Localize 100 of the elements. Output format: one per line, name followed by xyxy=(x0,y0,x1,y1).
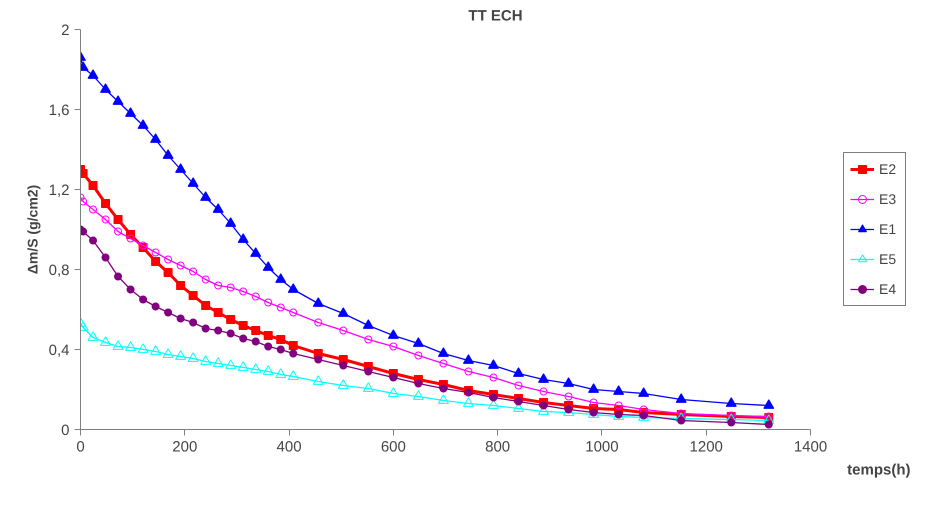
point xyxy=(464,368,472,376)
point xyxy=(613,385,624,395)
point xyxy=(188,352,199,362)
point xyxy=(676,393,687,403)
point xyxy=(540,388,548,396)
x-tick-label: 600 xyxy=(380,438,406,456)
point xyxy=(727,418,736,426)
point xyxy=(288,370,299,380)
point xyxy=(162,348,174,358)
point xyxy=(414,380,422,388)
point xyxy=(176,314,185,322)
point xyxy=(412,337,424,347)
point xyxy=(312,297,324,307)
point xyxy=(362,319,374,329)
point xyxy=(276,346,285,354)
point xyxy=(564,406,573,414)
x-tick-label: 400 xyxy=(276,438,302,456)
point xyxy=(563,377,574,387)
legend-label: E4 xyxy=(879,281,898,297)
point xyxy=(288,283,299,293)
point xyxy=(125,341,136,351)
point xyxy=(138,119,149,129)
point xyxy=(175,163,186,173)
point xyxy=(488,359,499,369)
point xyxy=(764,420,773,428)
point xyxy=(102,254,110,262)
point xyxy=(314,356,322,364)
point xyxy=(238,321,248,330)
point xyxy=(214,308,223,317)
y-tick-label: 1,6 xyxy=(48,102,70,119)
point xyxy=(201,301,210,310)
point xyxy=(139,242,148,250)
x-axis-title: temps(h) xyxy=(847,462,911,478)
point xyxy=(176,281,186,290)
point xyxy=(540,402,548,410)
point xyxy=(676,412,687,422)
point xyxy=(513,367,524,377)
x-tick-label: 200 xyxy=(172,438,198,456)
point xyxy=(80,198,88,206)
legend-label: E2 xyxy=(879,161,898,177)
point xyxy=(112,340,124,350)
point xyxy=(100,83,112,93)
point xyxy=(188,291,198,300)
point xyxy=(212,357,224,367)
point xyxy=(338,379,349,389)
point xyxy=(212,203,224,213)
point xyxy=(514,382,522,390)
point xyxy=(251,326,260,335)
point xyxy=(640,406,648,414)
point xyxy=(339,326,348,334)
point xyxy=(289,308,298,316)
point xyxy=(152,248,160,256)
point xyxy=(312,375,324,385)
point xyxy=(262,261,274,271)
point xyxy=(514,398,522,406)
point xyxy=(588,383,600,393)
y-tick-label: 1,2 xyxy=(48,182,70,199)
point xyxy=(264,342,272,350)
point xyxy=(275,273,286,283)
point xyxy=(289,350,298,358)
point xyxy=(80,228,88,236)
point xyxy=(314,318,322,326)
point xyxy=(225,359,236,369)
point xyxy=(202,324,210,332)
legend-label: E3 xyxy=(879,191,898,207)
x-tick-label: 1200 xyxy=(690,438,723,456)
point xyxy=(388,329,399,339)
point xyxy=(489,374,498,382)
point xyxy=(638,387,650,397)
point xyxy=(439,384,448,392)
point xyxy=(150,345,162,355)
point xyxy=(362,382,374,392)
point xyxy=(176,262,185,270)
point xyxy=(151,257,160,266)
point xyxy=(364,336,372,344)
point xyxy=(238,233,249,243)
point xyxy=(89,236,98,244)
y-axis-title: Δm/S (g/cm2) xyxy=(24,184,41,274)
point xyxy=(238,361,249,371)
y-tick-label: 0 xyxy=(61,422,70,439)
point xyxy=(214,326,222,334)
point xyxy=(538,373,550,383)
point xyxy=(164,256,172,264)
point xyxy=(114,272,122,280)
point xyxy=(339,362,348,370)
point xyxy=(462,354,474,364)
point xyxy=(114,215,123,224)
point xyxy=(462,397,474,407)
point xyxy=(338,307,349,317)
point xyxy=(188,177,199,187)
point xyxy=(250,247,262,257)
legend-label: E1 xyxy=(879,221,898,237)
point xyxy=(88,69,99,79)
point xyxy=(564,392,573,400)
point xyxy=(200,191,212,201)
x-tick-label: 1000 xyxy=(585,438,619,456)
point xyxy=(200,355,212,365)
y-tick-label: 0,4 xyxy=(48,342,70,359)
point xyxy=(252,338,260,346)
point xyxy=(590,398,598,406)
